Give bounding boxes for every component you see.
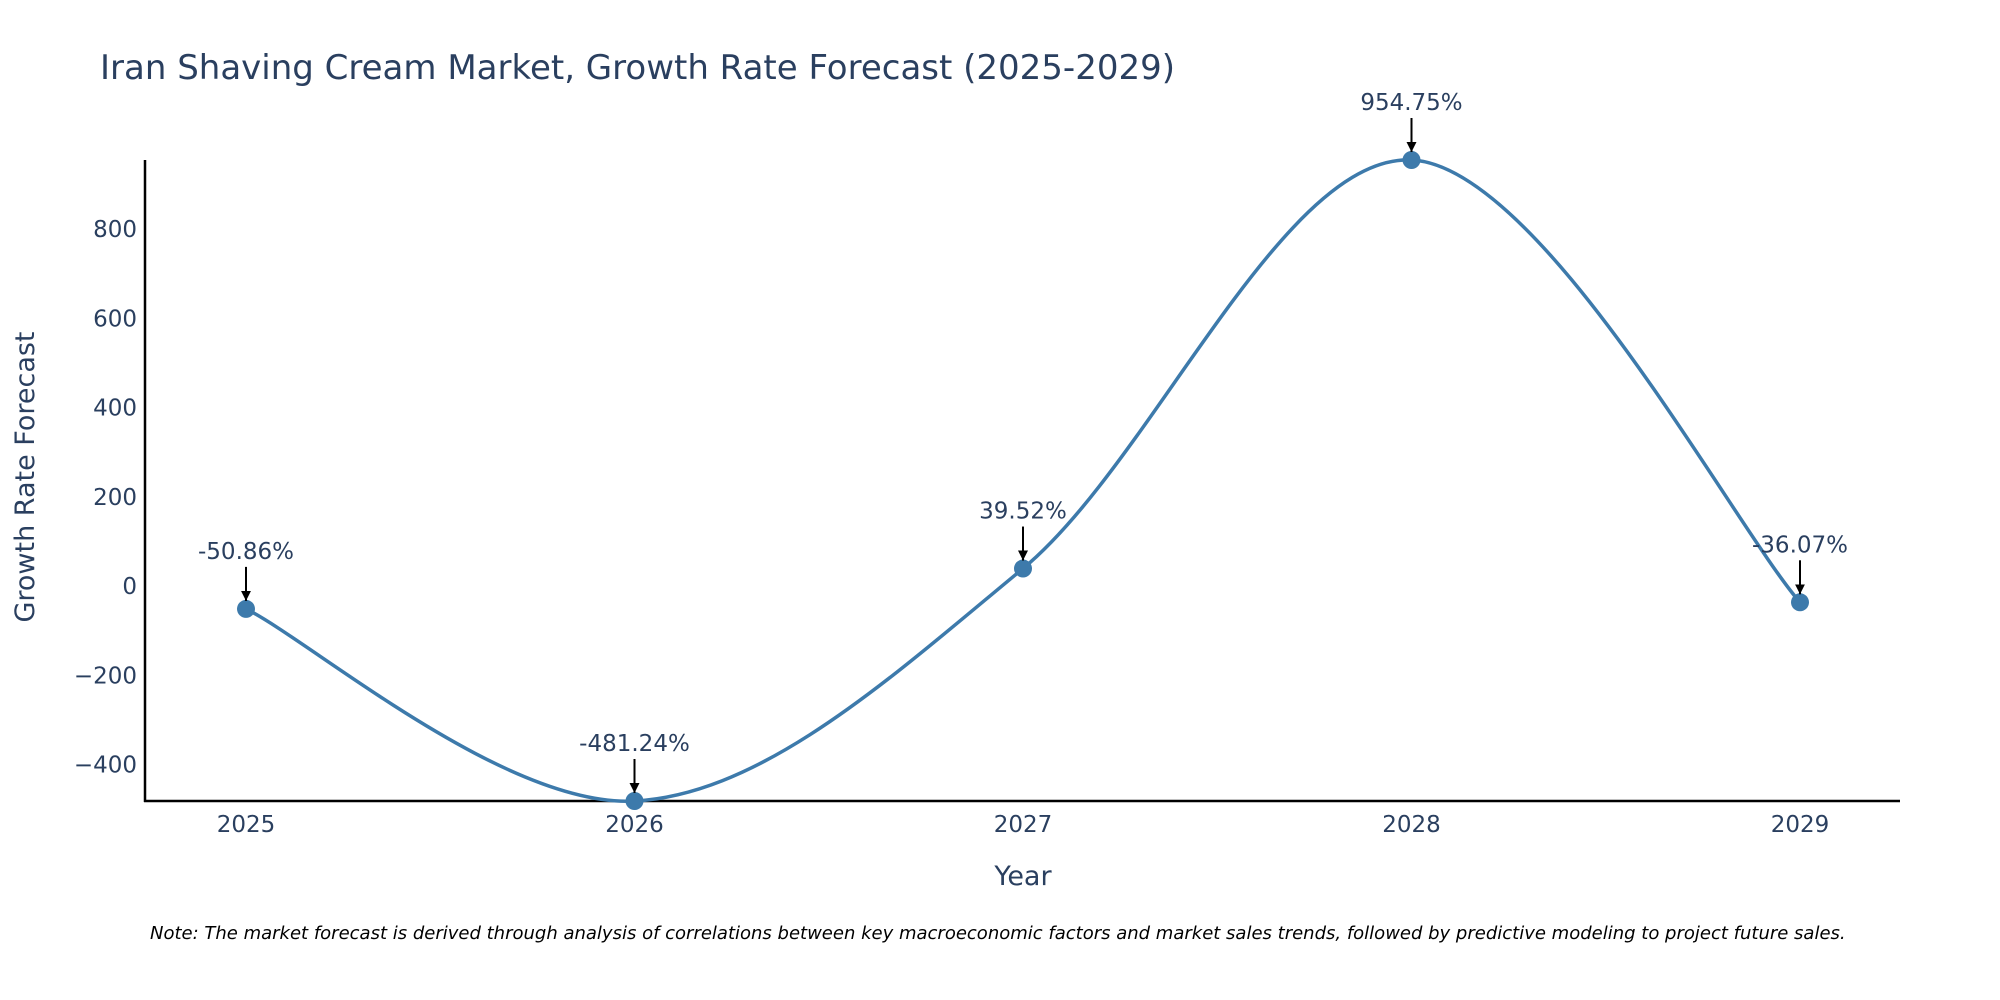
footnote: Note: The market forecast is derived thr…	[150, 923, 1846, 944]
chart-title: Iran Shaving Cream Market, Growth Rate F…	[100, 48, 1175, 88]
x-axis-title: Year	[993, 861, 1052, 892]
y-tick-label: −400	[74, 753, 137, 779]
data-label-2028: 954.75%	[1360, 90, 1462, 116]
data-point-2027	[1014, 559, 1032, 578]
x-tick-label: 2027	[994, 812, 1053, 838]
data-label-2026: -481.24%	[579, 731, 690, 757]
series-markers	[237, 151, 1809, 810]
y-tick-label: 0	[122, 574, 137, 600]
data-label-2029: -36.07%	[1752, 532, 1848, 558]
y-tick-label: 600	[93, 306, 137, 332]
x-tick-label: 2026	[605, 812, 664, 838]
x-tick-label: 2028	[1382, 812, 1441, 838]
y-tick-label: 400	[93, 396, 137, 422]
y-tick-label: −200	[74, 663, 137, 689]
data-point-2025	[237, 599, 255, 618]
x-tick-label: 2029	[1771, 812, 1830, 838]
data-label-2025: -50.86%	[198, 539, 294, 565]
y-axis-ticks: −400 −200 0 200 400 600 800	[74, 217, 137, 779]
data-label-2027: 39.52%	[979, 499, 1067, 525]
data-annotations: -50.86% -481.24% 39.52% 954.75% -36.07%	[198, 90, 1848, 793]
series-line	[245, 158, 1802, 803]
data-point-2026	[625, 792, 644, 810]
data-point-2028	[1402, 151, 1421, 169]
data-point-2029	[1791, 593, 1809, 612]
y-tick-label: 200	[93, 485, 137, 511]
x-tick-label: 2025	[217, 812, 276, 838]
x-axis-ticks: 2025 2026 2027 2028 2029	[217, 812, 1830, 838]
y-tick-label: 800	[93, 217, 137, 243]
y-axis-title: Growth Rate Forecast	[10, 331, 41, 622]
